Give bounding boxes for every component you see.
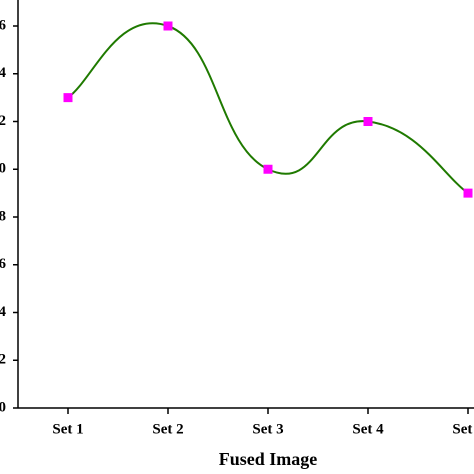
marker bbox=[263, 164, 273, 174]
y-tick-label: 2 bbox=[0, 352, 6, 368]
x-tick-label: Set 2 bbox=[152, 421, 183, 437]
y-tick-label: 16 bbox=[0, 17, 7, 33]
x-tick-label: Set 5 bbox=[452, 421, 474, 437]
y-tick-label: 14 bbox=[0, 65, 7, 81]
y-tick-label: 4 bbox=[0, 304, 7, 320]
y-tick-label: 12 bbox=[0, 113, 6, 129]
marker bbox=[163, 21, 173, 31]
x-tick-label: Set 4 bbox=[352, 421, 384, 437]
y-tick-label: 6 bbox=[0, 256, 7, 272]
x-axis-title: Fused Image bbox=[219, 449, 318, 469]
x-tick-label: Set 1 bbox=[52, 421, 83, 437]
y-tick-label: 0 bbox=[0, 399, 6, 415]
x-tick-label: Set 3 bbox=[252, 421, 283, 437]
marker bbox=[63, 93, 73, 103]
marker bbox=[363, 117, 373, 126]
y-tick-label: 8 bbox=[0, 208, 6, 224]
marker bbox=[463, 188, 473, 198]
y-tick-label: 10 bbox=[0, 161, 6, 177]
